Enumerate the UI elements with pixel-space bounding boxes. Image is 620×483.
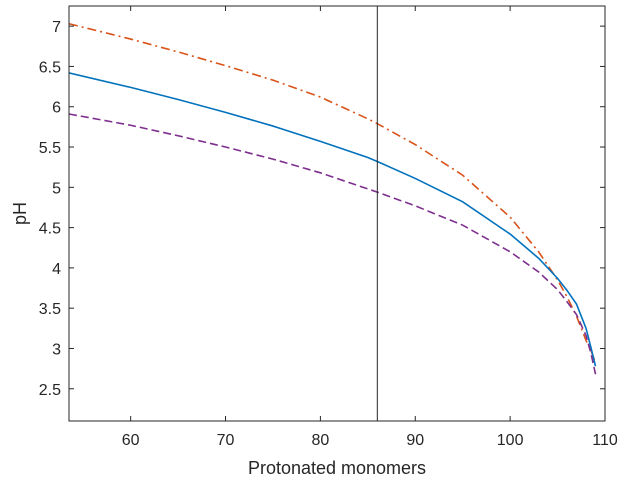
y-tick-label: 6.5 [39,59,61,76]
y-axis-label: pH [10,202,30,225]
x-tick-label: 110 [592,432,618,449]
y-tick-label: 4 [52,261,61,278]
x-tick-label: 60 [122,432,140,449]
plot-area-background [69,6,605,421]
plot-area [69,6,605,421]
series-line-3 [69,113,597,375]
y-tick-label: 6 [52,100,61,117]
y-tick-label: 4.5 [39,221,61,238]
y-tick-label: 3 [52,341,61,358]
x-tick-label: 100 [497,432,524,449]
x-tick-label: 90 [406,432,424,449]
x-tick-label: 70 [217,432,235,449]
x-axis: 60 70 80 90 100 110 [122,6,618,449]
y-axis: 2.5 3 3.5 4 4.5 5 5.5 6 6.5 7 [39,19,605,399]
series-line-1 [69,22,597,364]
series-line-2 [69,72,597,367]
y-tick-label: 3.5 [39,301,61,318]
y-tick-label: 5.5 [39,140,61,157]
plot-frame [68,5,606,422]
y-tick-label: 2.5 [39,382,61,399]
x-axis-label: Protonated monomers [248,458,426,478]
y-tick-label: 7 [52,19,61,36]
x-tick-label: 80 [311,432,329,449]
series-layer [69,22,597,375]
y-tick-label: 5 [52,180,61,197]
